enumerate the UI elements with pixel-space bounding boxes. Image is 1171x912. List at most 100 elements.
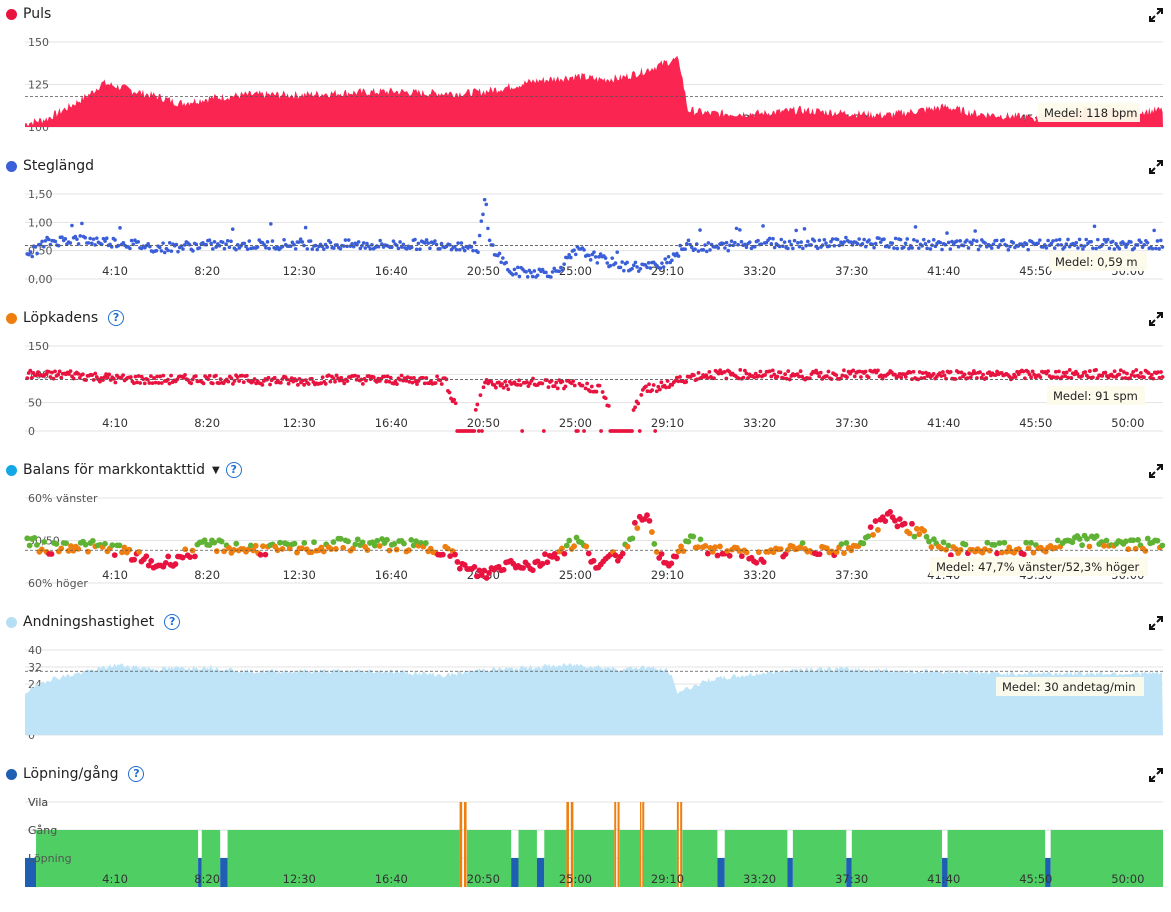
data-point xyxy=(405,547,412,554)
data-point xyxy=(903,375,908,379)
data-point xyxy=(1149,372,1154,377)
data-point xyxy=(703,243,707,247)
x-tick-label: 37:30 xyxy=(835,568,868,582)
expand-icon[interactable] xyxy=(1149,160,1163,174)
data-point xyxy=(515,265,520,270)
data-point xyxy=(531,376,535,381)
data-point xyxy=(363,246,368,250)
data-point xyxy=(457,247,462,252)
data-point xyxy=(975,239,979,243)
data-point xyxy=(86,241,91,245)
data-point xyxy=(696,249,701,253)
data-point xyxy=(658,266,663,271)
data-point xyxy=(769,374,774,379)
data-point xyxy=(673,553,680,560)
data-point xyxy=(905,237,910,241)
y-tick-label: Vila xyxy=(28,796,48,809)
x-tick-label: 37:30 xyxy=(835,416,868,430)
data-point xyxy=(585,550,592,557)
data-point xyxy=(1089,239,1093,244)
help-icon[interactable]: ? xyxy=(225,462,242,478)
data-point xyxy=(367,374,371,378)
data-point xyxy=(477,233,482,238)
series-color-dot xyxy=(6,464,17,476)
panel-title: Löpning/gång ? xyxy=(6,766,145,782)
state-bar-lopning xyxy=(792,830,847,887)
x-tick-label: 33:20 xyxy=(743,416,776,430)
state-bar-gang xyxy=(787,858,793,887)
data-point xyxy=(1111,374,1115,379)
data-point xyxy=(1056,243,1060,247)
data-point xyxy=(866,375,871,380)
data-point xyxy=(727,369,732,374)
expand-icon[interactable] xyxy=(1149,616,1163,630)
data-point xyxy=(1132,246,1137,250)
data-point xyxy=(872,518,879,524)
data-point xyxy=(1032,372,1037,377)
data-point xyxy=(867,524,874,531)
expand-icon[interactable] xyxy=(1149,312,1163,326)
data-point xyxy=(1093,533,1100,539)
x-tick-label: 45:50 xyxy=(1019,264,1052,278)
lopkadens-chart: 1501005004:108:2012:3016:4020:5025:0029:… xyxy=(25,340,1165,438)
data-point xyxy=(594,389,599,394)
y-tick-label: 60% höger xyxy=(28,577,88,590)
data-point xyxy=(57,369,62,374)
data-point xyxy=(562,262,566,266)
data-point xyxy=(1076,536,1083,542)
data-point xyxy=(799,240,803,244)
data-point xyxy=(1103,537,1110,544)
data-point xyxy=(525,274,530,279)
data-point xyxy=(645,389,650,394)
data-point xyxy=(456,565,463,572)
data-point xyxy=(903,241,908,246)
x-tick-label: 25:00 xyxy=(559,416,592,430)
data-point xyxy=(794,228,798,233)
data-point xyxy=(728,243,732,248)
data-point xyxy=(661,265,666,269)
data-point xyxy=(159,249,164,253)
data-point xyxy=(738,228,742,232)
data-point xyxy=(235,375,240,380)
data-point xyxy=(328,379,333,384)
data-point xyxy=(1066,237,1070,242)
data-point xyxy=(597,255,601,259)
data-point xyxy=(267,246,271,251)
data-point xyxy=(418,247,422,251)
data-point xyxy=(660,261,664,265)
y-tick-label: 0 xyxy=(28,425,35,438)
data-point xyxy=(1154,537,1161,544)
data-point xyxy=(1020,551,1027,558)
data-point xyxy=(346,238,351,242)
data-point xyxy=(56,372,61,377)
data-point xyxy=(65,547,72,554)
data-point xyxy=(706,241,711,245)
x-tick-label: 4:10 xyxy=(102,264,128,278)
help-icon[interactable]: ? xyxy=(164,614,181,630)
data-point xyxy=(80,372,85,377)
data-point xyxy=(892,517,898,524)
y-tick-label: 1,50 xyxy=(28,188,53,201)
data-point xyxy=(939,374,944,378)
data-point xyxy=(476,250,480,255)
data-point xyxy=(863,369,868,374)
data-point xyxy=(947,552,954,559)
data-point xyxy=(1154,246,1158,251)
chevron-down-icon[interactable]: ▼ xyxy=(212,464,220,476)
data-point xyxy=(345,244,349,249)
help-icon[interactable]: ? xyxy=(128,766,145,782)
data-point xyxy=(393,546,400,553)
expand-icon[interactable] xyxy=(1149,768,1163,782)
data-point xyxy=(646,517,653,524)
data-point xyxy=(75,545,82,552)
data-point xyxy=(1082,244,1087,248)
help-icon[interactable]: ? xyxy=(108,310,125,326)
expand-icon[interactable] xyxy=(1149,8,1163,22)
data-point xyxy=(651,541,658,547)
y-tick-label: Vila xyxy=(28,796,48,809)
expand-icon[interactable] xyxy=(1149,464,1163,478)
data-point xyxy=(102,540,108,547)
data-point xyxy=(862,237,866,242)
data-point xyxy=(1030,369,1035,374)
data-point xyxy=(229,239,233,244)
